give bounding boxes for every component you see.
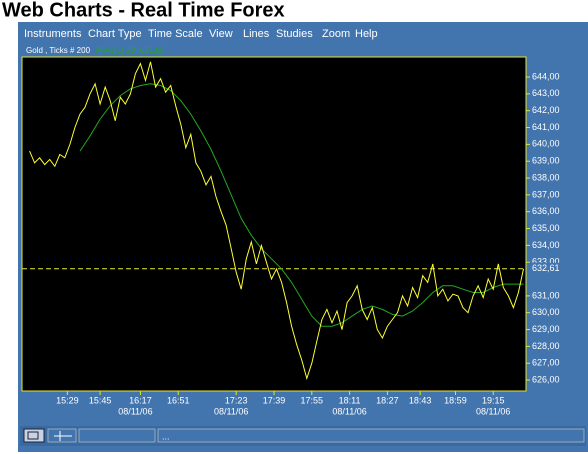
plot-area bbox=[21, 56, 527, 392]
x-tick-label: 15:45 bbox=[89, 395, 112, 405]
menu-item[interactable]: Instruments bbox=[24, 28, 82, 40]
x-tick-label: 19:15 bbox=[482, 395, 505, 405]
y-tick-label: 626,00 bbox=[532, 374, 560, 384]
y-tick-label: 635,00 bbox=[532, 223, 560, 233]
y-tick-label: 641,00 bbox=[532, 122, 560, 132]
menu-item[interactable]: Zoom bbox=[322, 28, 350, 40]
x-tick-label: 18:43 bbox=[409, 395, 432, 405]
status-text: ... bbox=[162, 431, 170, 441]
x-tick-label: 17:23 bbox=[225, 395, 248, 405]
y-tick-label: 643,00 bbox=[532, 88, 560, 98]
menu-item[interactable]: Lines bbox=[243, 28, 270, 40]
status-cell bbox=[78, 428, 156, 443]
y-tick-label: 628,00 bbox=[532, 341, 560, 351]
y-tick-label: 639,00 bbox=[532, 156, 560, 166]
y-tick-label: 636,00 bbox=[532, 206, 560, 216]
y-tick-label: 631,00 bbox=[532, 290, 560, 300]
series-line bbox=[29, 61, 524, 381]
menu-item[interactable]: Chart Type bbox=[88, 28, 142, 40]
y-tick-label: 634,00 bbox=[532, 240, 560, 250]
page-title: Web Charts - Real Time Forex bbox=[2, 0, 285, 21]
y-tick-label: 627,00 bbox=[532, 358, 560, 368]
y-tick-label: 637,00 bbox=[532, 189, 560, 199]
legend-entry: Gold , Ticks # 200 bbox=[26, 46, 91, 55]
x-tick-label: 18:27 bbox=[376, 395, 399, 405]
x-date-label: 08/11/06 bbox=[476, 406, 510, 416]
menu-item[interactable]: Studies bbox=[276, 28, 313, 40]
y-tick-label: 642,00 bbox=[532, 105, 560, 115]
y-tick-label: 630,00 bbox=[532, 307, 560, 317]
x-date-label: 08/11/06 bbox=[332, 406, 366, 416]
icon-glyph bbox=[27, 431, 39, 440]
x-tick-label: 16:17 bbox=[129, 395, 152, 405]
x-date-label: 08/11/06 bbox=[118, 406, 152, 416]
y-tick-label: 644,00 bbox=[532, 71, 560, 81]
y-tick-label: 640,00 bbox=[532, 139, 560, 149]
y-tick-label: 633,00 bbox=[532, 257, 560, 267]
x-tick-label: 16:51 bbox=[167, 395, 190, 405]
x-tick-label: 18:11 bbox=[339, 395, 361, 405]
menu-item[interactable]: Time Scale bbox=[148, 28, 203, 40]
x-tick-label: 15:29 bbox=[56, 395, 79, 405]
menu-item[interactable]: View bbox=[209, 28, 233, 40]
current-price-box bbox=[528, 262, 564, 275]
menu-item[interactable]: Help bbox=[355, 28, 378, 40]
current-price-label: 632,61 bbox=[532, 263, 560, 273]
x-date-label: 08/11/06 bbox=[214, 406, 248, 416]
x-tick-label: 17:39 bbox=[263, 395, 286, 405]
x-tick-label: 18:59 bbox=[444, 395, 467, 405]
legend-entry: MVG(1) 20=631,65 bbox=[96, 46, 165, 55]
y-tick-label: 629,00 bbox=[532, 324, 560, 334]
series-line bbox=[79, 83, 524, 327]
y-tick-label: 638,00 bbox=[532, 172, 560, 182]
status-icon[interactable] bbox=[23, 428, 45, 443]
x-tick-label: 17:55 bbox=[301, 395, 324, 405]
status-cell bbox=[157, 428, 585, 443]
